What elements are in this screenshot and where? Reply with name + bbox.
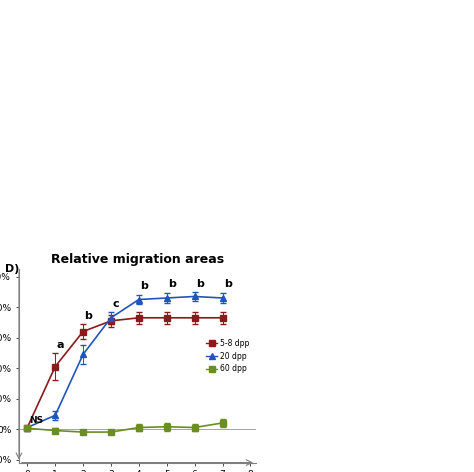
Text: b: b xyxy=(224,279,232,289)
Text: b: b xyxy=(84,312,92,321)
Text: b: b xyxy=(196,279,204,289)
Text: a: a xyxy=(56,340,64,350)
Legend: 5-8 dpp, 20 dpp, 60 dpp: 5-8 dpp, 20 dpp, 60 dpp xyxy=(203,336,252,377)
Text: b: b xyxy=(168,279,176,289)
Text: c: c xyxy=(112,299,119,309)
Text: D): D) xyxy=(5,264,19,274)
Text: b: b xyxy=(140,281,148,291)
Text: NS: NS xyxy=(29,416,44,425)
Title: Relative migration areas: Relative migration areas xyxy=(51,253,224,267)
